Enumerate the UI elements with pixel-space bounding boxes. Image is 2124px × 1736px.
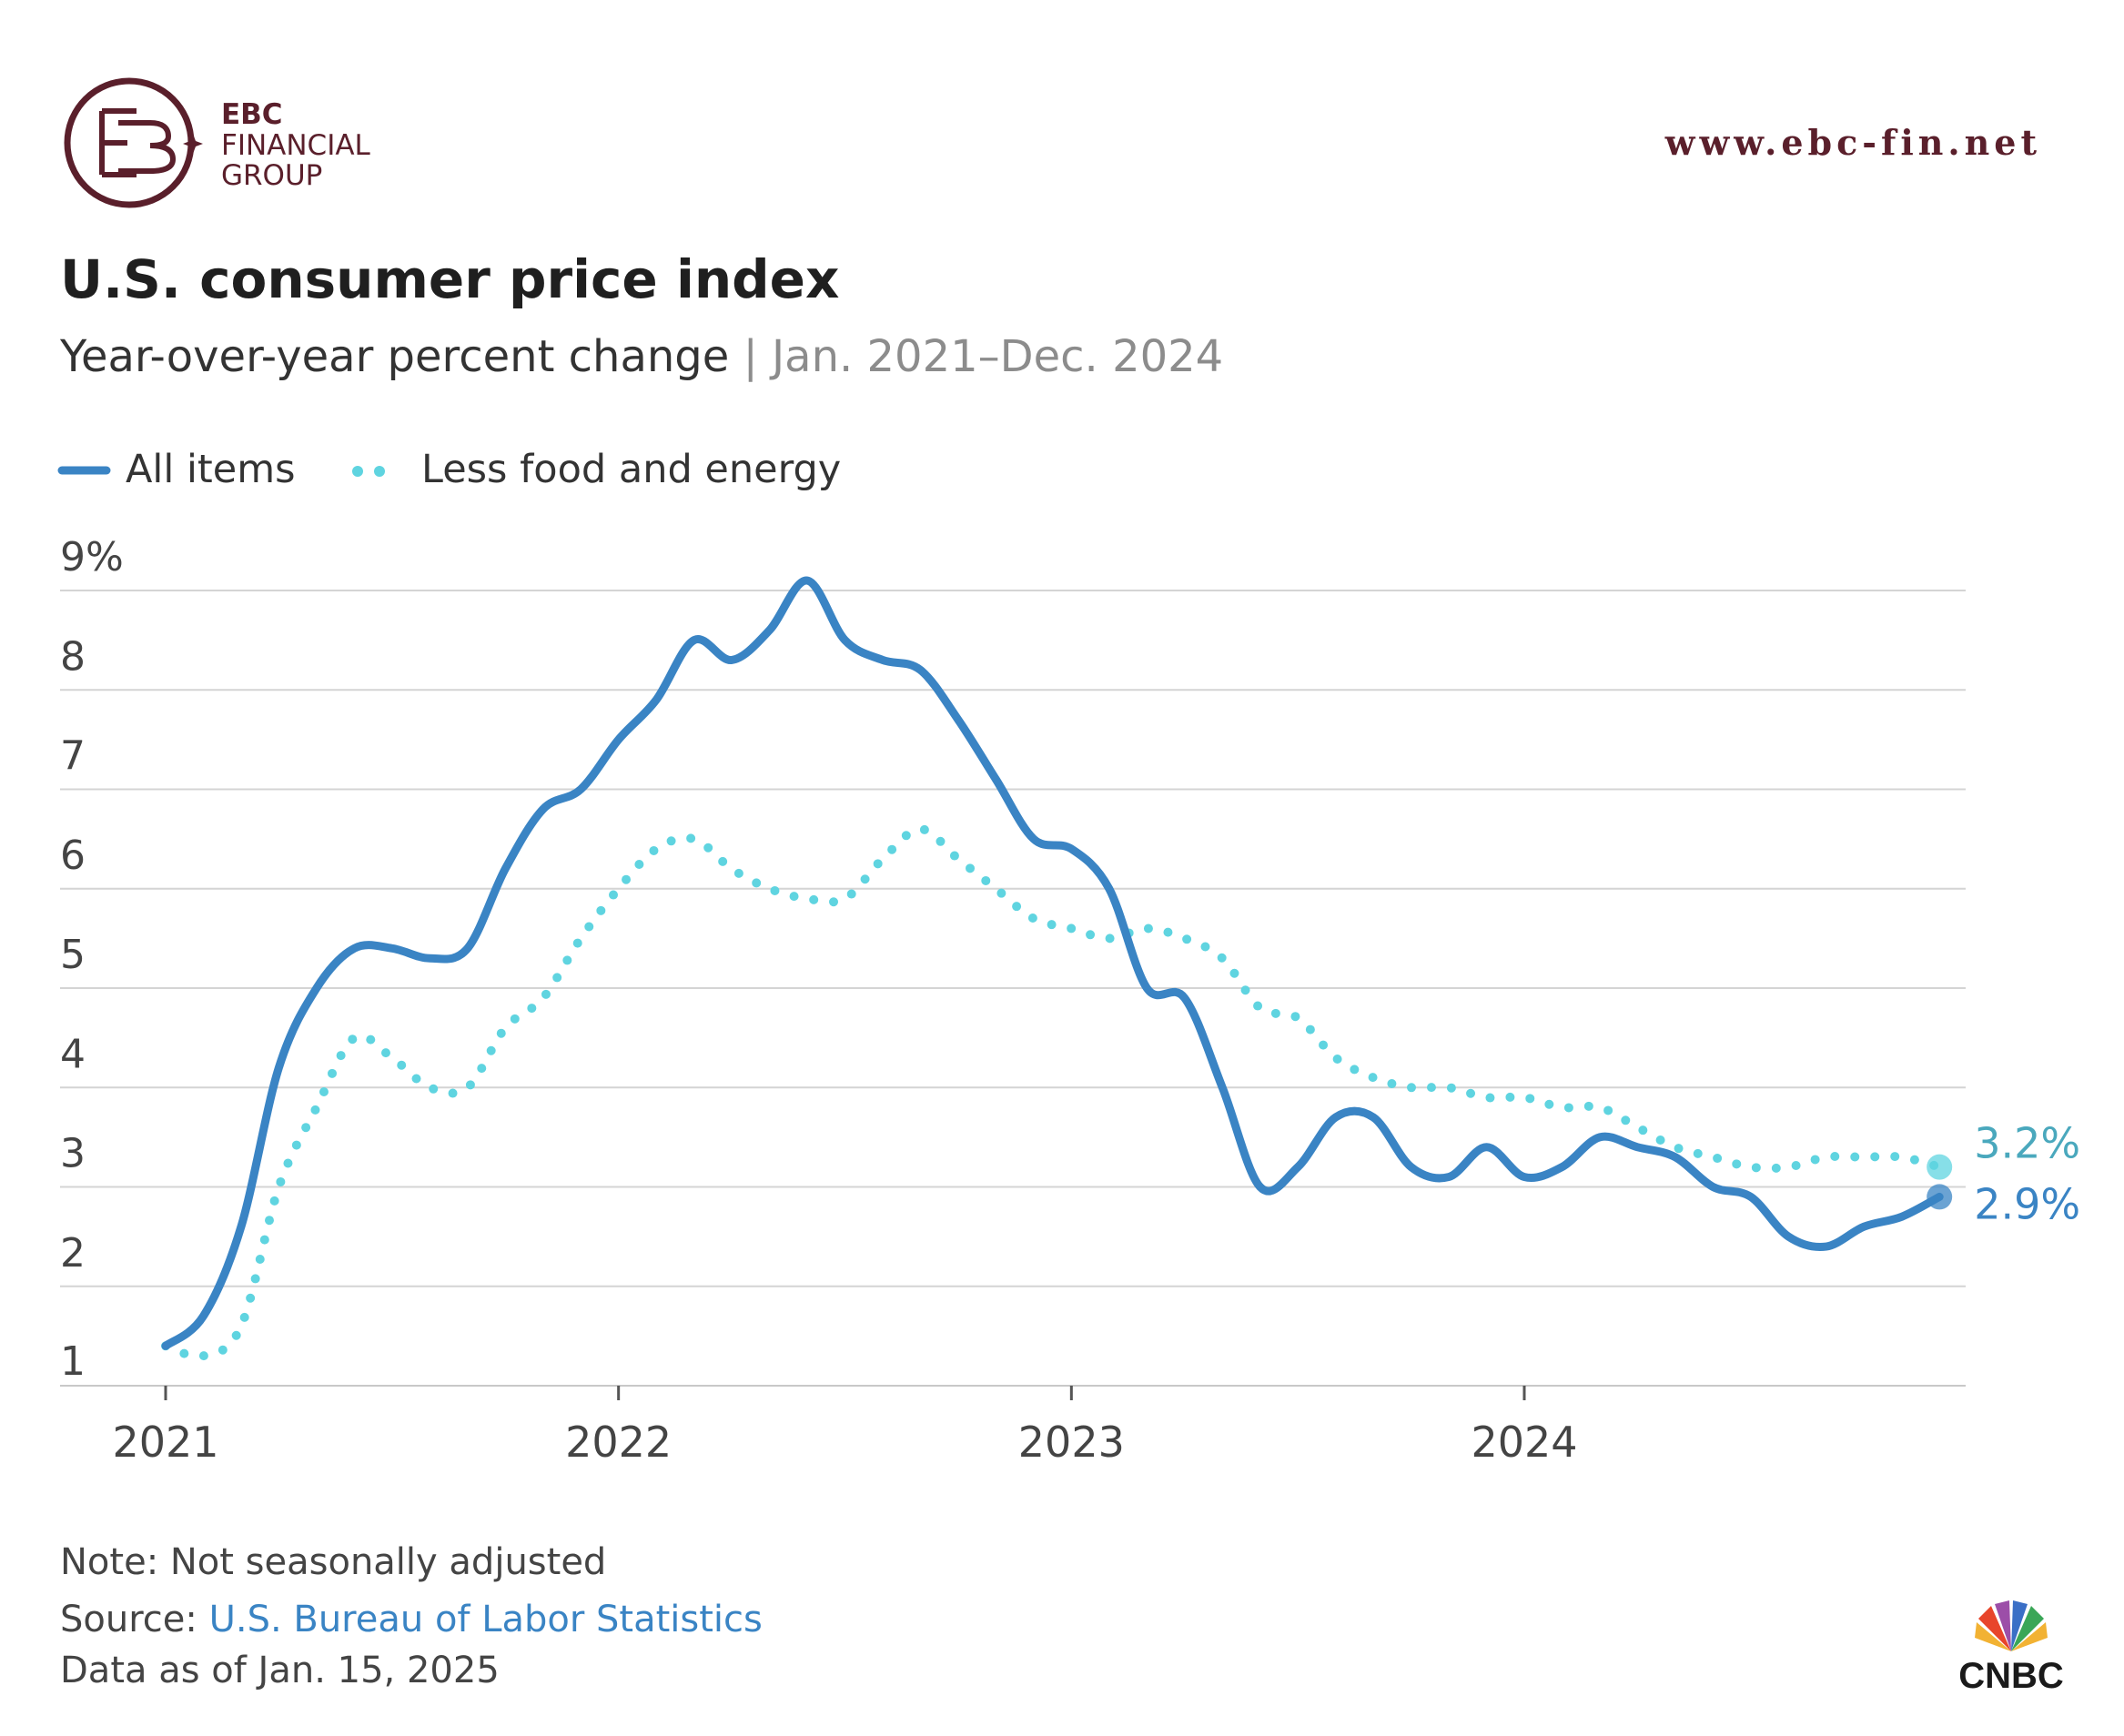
footer-note: Note: Not seasonally adjusted <box>60 1541 606 1583</box>
source-link[interactable]: U.S. Bureau of Labor Statistics <box>209 1599 763 1640</box>
x-tick-label: 2021 <box>112 1418 218 1467</box>
end-label-core: 3.2% <box>1974 1119 2080 1168</box>
subtitle-range: Jan. 2021–Dec. 2024 <box>769 331 1223 382</box>
end-labels: 3.2% 2.9% <box>1974 1119 2080 1229</box>
logo-line-2: FINANCIAL <box>221 129 371 162</box>
y-axis-ticks: 1 2 3 4 5 6 7 8 9% <box>60 534 124 1385</box>
legend-label-core: Less food and energy <box>421 447 841 492</box>
series-line-all-items <box>161 576 1944 1350</box>
cnbc-logo: CNBC <box>1958 1600 2064 1696</box>
chart-title: U.S. consumer price index <box>60 248 839 310</box>
y-tick-label: 3 <box>60 1131 86 1177</box>
legend: All items Less food and energy <box>57 447 841 492</box>
y-tick-label: 6 <box>60 833 86 879</box>
gridlines <box>60 590 1966 1287</box>
end-label-all-items: 2.9% <box>1974 1179 2080 1228</box>
y-tick-label: 7 <box>60 733 86 780</box>
series <box>161 576 1953 1361</box>
ebc-logo-ring-icon <box>64 77 195 208</box>
chart-subtitle: Year-over-year percent change | Jan. 202… <box>59 331 1223 382</box>
y-tick-label: 8 <box>60 633 86 680</box>
sparkle-icon <box>183 134 203 154</box>
end-marker-all-items <box>1927 1184 1953 1210</box>
subtitle-separator: | <box>729 331 772 382</box>
y-tick-label: 5 <box>60 932 86 978</box>
x-tick-label: 2022 <box>565 1418 672 1467</box>
ebc-logo: EBC FINANCIAL GROUP <box>64 77 371 208</box>
publisher-logo-text: CNBC <box>1958 1656 2064 1696</box>
legend-dot-swatch-1 <box>352 466 363 477</box>
x-tick-label: 2023 <box>1018 1418 1125 1467</box>
y-tick-label: 1 <box>60 1338 86 1385</box>
peacock-icon <box>1975 1600 2048 1651</box>
y-tick-label: 2 <box>60 1230 86 1277</box>
legend-label-all-items: All items <box>126 447 296 492</box>
y-tick-label: 9% <box>60 534 124 580</box>
footer-data-as-of: Data as of Jan. 15, 2025 <box>60 1650 500 1691</box>
end-marker-core <box>1927 1154 1953 1180</box>
logo-line-1: EBC <box>221 98 283 131</box>
ebc-monogram-icon <box>99 108 177 177</box>
website-url: www.ebc-fin.net <box>1664 122 2041 163</box>
subtitle-text: Year-over-year percent change <box>59 331 729 382</box>
x-tick-label: 2024 <box>1471 1418 1577 1467</box>
legend-dot-swatch-2 <box>374 466 385 477</box>
source-prefix: Source: <box>60 1599 209 1640</box>
series-line-core <box>161 824 1945 1361</box>
logo-line-3: GROUP <box>221 159 322 192</box>
footer-source: Source: U.S. Bureau of Labor Statistics <box>60 1599 763 1640</box>
y-tick-label: 4 <box>60 1031 86 1077</box>
x-axis: 2021 2022 2023 2024 <box>60 1385 1966 1467</box>
